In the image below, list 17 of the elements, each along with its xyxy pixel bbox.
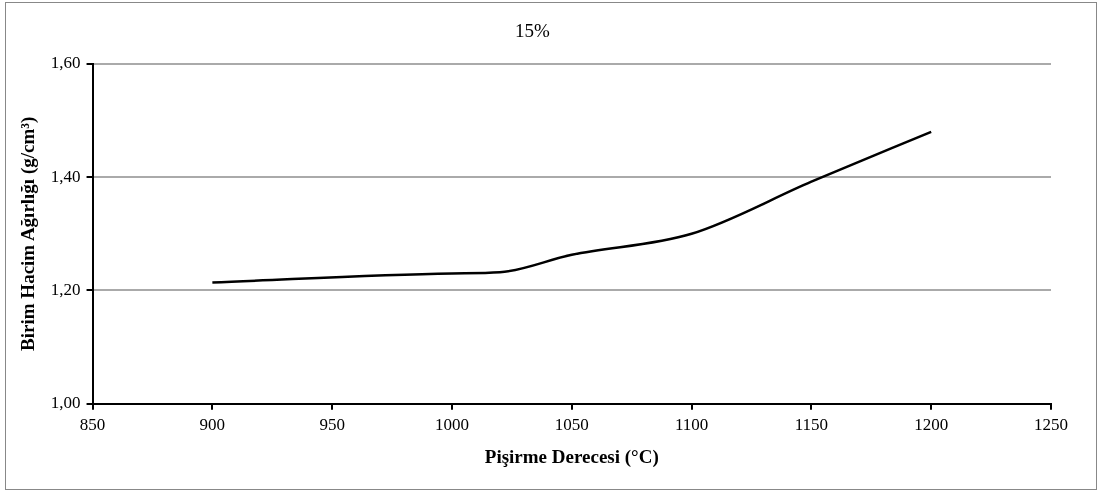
x-tick-label: 900	[199, 415, 226, 435]
x-tick-label: 950	[319, 415, 345, 435]
x-tick-label: 1100	[674, 415, 709, 435]
y-tick-label: 1,40	[50, 166, 81, 186]
y-tick-label: 1,60	[50, 53, 81, 73]
y-tick-label: 1,20	[50, 279, 81, 299]
chart-title: 15%	[515, 20, 551, 42]
x-tick-label: 1000	[434, 415, 469, 435]
line-series	[211, 130, 933, 284]
x-tick-label: 1250	[1034, 415, 1068, 435]
x-tick-label: 850	[79, 415, 106, 435]
x-tick-label: 1200	[914, 415, 949, 435]
x-tick-label: 1050	[554, 415, 589, 435]
x-tick-label: 1150	[794, 415, 829, 435]
y-tick-label: 1,00	[50, 393, 81, 413]
x-axis-title: Pişirme Derecesi (°C)	[484, 445, 659, 468]
y-axis-title: Birim Hacim Ağırlığı (g/cm³)	[17, 116, 40, 351]
